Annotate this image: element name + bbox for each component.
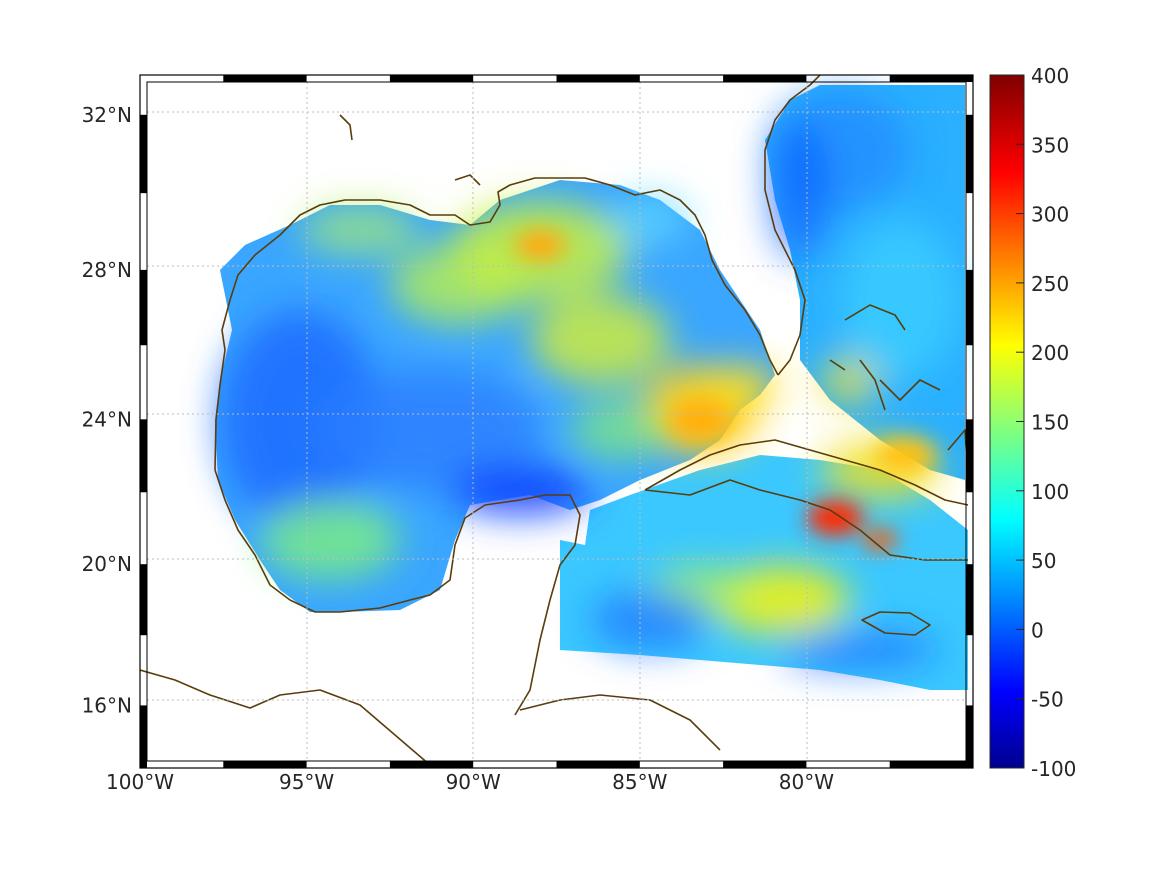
colorbar-tick-label: -100 xyxy=(1031,757,1076,781)
frame-segment xyxy=(140,419,147,493)
colorbar-tick-label: 100 xyxy=(1031,480,1069,504)
frame-segment xyxy=(140,114,147,194)
map-frame xyxy=(139,74,974,769)
frame-segment xyxy=(889,761,973,768)
frame-segment xyxy=(223,75,307,82)
frame-segment xyxy=(889,75,973,82)
colorbar-tick-label: 200 xyxy=(1031,341,1069,365)
frame-segment xyxy=(723,761,807,768)
lon-tick-label: 85°W xyxy=(612,770,667,794)
frame-segment xyxy=(140,564,147,636)
colorbar-tick-label: 50 xyxy=(1031,549,1056,573)
lat-tick-label: 16°N xyxy=(82,693,132,717)
lon-tick-label: 100°W xyxy=(106,770,174,794)
frame-segment xyxy=(966,419,973,493)
gulf-coast-mexico xyxy=(214,469,581,716)
frame-segment xyxy=(966,564,973,636)
frame-segment xyxy=(966,269,973,346)
frame-segment xyxy=(389,761,474,768)
gulf-coast-north xyxy=(214,177,779,471)
colorbar-tick-label: 400 xyxy=(1031,64,1069,88)
central-america-coast xyxy=(140,669,431,766)
louisiana-islands xyxy=(339,114,481,186)
latitude-labels: 16°N 20°N 24°N 28°N 32°N xyxy=(82,103,132,718)
lat-tick-label: 32°N xyxy=(82,103,132,127)
lon-tick-label: 95°W xyxy=(279,770,334,794)
frame-segment xyxy=(966,114,973,194)
florida-east-coast xyxy=(764,75,821,376)
frame-segment xyxy=(966,705,973,768)
lat-tick-label: 28°N xyxy=(82,258,132,282)
frame-segment xyxy=(140,705,147,768)
coastlines xyxy=(140,75,969,766)
frame-segment xyxy=(140,269,147,346)
bahamas xyxy=(829,304,941,411)
data-field xyxy=(215,85,968,690)
graticule xyxy=(147,82,966,761)
colorbar-tick-label: 350 xyxy=(1031,133,1069,157)
frame-segment xyxy=(556,75,640,82)
colorbar-tick-label: 150 xyxy=(1031,411,1069,435)
longitude-labels: 100°W 95°W 90°W 85°W 80°W xyxy=(106,770,834,794)
lon-tick-label: 80°W xyxy=(779,770,834,794)
frame-segment xyxy=(723,75,807,82)
colorbar-tick-label: -50 xyxy=(1031,688,1064,712)
jamaica xyxy=(861,611,931,636)
cuba xyxy=(644,439,969,561)
colorbar: 400 350 300 250 200 150 100 50 0 -50 -100 xyxy=(989,64,1076,781)
colorbar-tick-label: 0 xyxy=(1031,618,1044,642)
honduras-coast xyxy=(519,694,721,751)
frame-segment xyxy=(223,761,307,768)
colorbar-tick-label: 250 xyxy=(1031,272,1069,296)
lat-tick-label: 24°N xyxy=(82,407,132,431)
lon-tick-label: 90°W xyxy=(446,770,501,794)
frame-segment xyxy=(556,761,640,768)
lat-tick-label: 20°N xyxy=(82,552,132,576)
colorbar-tick-label: 300 xyxy=(1031,203,1069,227)
frame-segment xyxy=(389,75,474,82)
